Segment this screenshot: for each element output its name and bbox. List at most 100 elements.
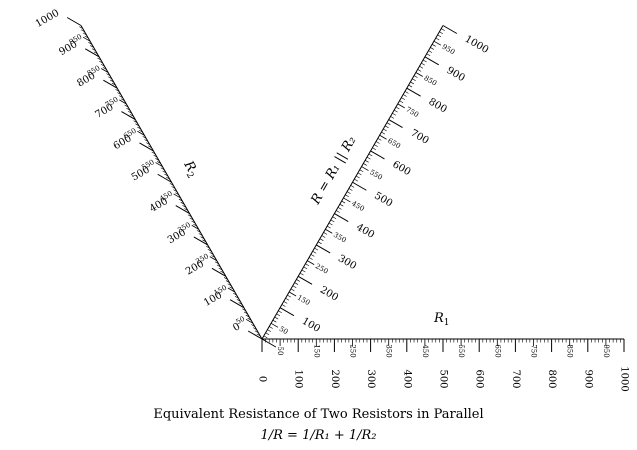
r2-tick: [245, 314, 250, 318]
r-tick: [316, 244, 331, 254]
r-tick: [383, 128, 387, 132]
r2-tick: [207, 248, 212, 252]
r-major-label: 600: [390, 159, 412, 178]
r2-tick: [135, 123, 140, 127]
r-tick: [357, 172, 362, 176]
r-tick: [379, 134, 387, 140]
r-tick: [413, 75, 418, 78]
r-tick: [439, 31, 443, 35]
r-tick: [421, 62, 425, 66]
r-tick: [276, 313, 281, 317]
r2-tick: [82, 32, 87, 36]
r2-tick: [180, 201, 185, 205]
r-tick: [317, 241, 322, 245]
r-tick: [288, 291, 297, 297]
r1-minor-label: 450: [421, 344, 429, 357]
r2-tick: [184, 208, 188, 211]
r-tick: [374, 144, 378, 147]
r-tick: [435, 37, 440, 41]
r1-minor-label: 650: [493, 344, 501, 357]
r-tick: [397, 103, 405, 109]
r1-major-label: 900: [582, 369, 593, 388]
r1-minor-label: 350: [385, 344, 393, 357]
r2-tick: [79, 26, 83, 29]
r-tick: [392, 113, 396, 116]
r-tick: [307, 260, 315, 265]
r-tick: [281, 304, 286, 307]
r2-tick: [146, 142, 150, 145]
r2-axis-name: R2: [178, 158, 201, 181]
r2-tick: [223, 277, 228, 280]
r-minor-label: 150: [296, 294, 312, 308]
r1-minor-label: 50: [276, 347, 284, 356]
r1-minor-label: 550: [457, 344, 465, 357]
r-tick: [308, 257, 313, 260]
r-tick: [431, 44, 436, 47]
r2-tick: [133, 120, 138, 123]
r2-tick: [251, 324, 255, 327]
r-tick: [390, 116, 395, 119]
r-tick: [321, 235, 326, 238]
r1-major-label: 800: [546, 369, 557, 388]
r-tick: [377, 138, 382, 141]
r-tick: [424, 56, 440, 66]
r2-tick: [157, 161, 161, 164]
r-tick: [401, 97, 405, 100]
r-tick: [354, 178, 358, 182]
r-tick: [296, 279, 301, 282]
r-tick: [328, 222, 333, 226]
r2-tick: [119, 99, 127, 105]
r-tick: [343, 197, 351, 203]
r-tick: [368, 153, 373, 157]
r2-tick: [109, 79, 114, 83]
r2-tick: [106, 73, 111, 76]
r-tick: [290, 288, 295, 292]
r1-major-label: 200: [329, 369, 340, 388]
r-minor-label: 450: [350, 199, 366, 213]
r-tick: [303, 266, 308, 270]
r-tick: [417, 69, 422, 72]
r-tick: [415, 72, 423, 77]
r1-major-label: 100: [293, 369, 304, 388]
r-tick: [337, 207, 342, 210]
r-tick: [285, 297, 290, 301]
r-minor-label: 750: [404, 105, 420, 119]
r-tick: [270, 322, 279, 328]
r2-tick: [137, 126, 141, 130]
r-tick: [278, 310, 282, 314]
r2-tick: [144, 139, 149, 142]
r2-tick: [227, 287, 236, 293]
r2-tick: [129, 114, 134, 117]
r2-tick: [227, 283, 232, 286]
r2-tick: [211, 255, 216, 258]
r2-tick: [84, 35, 89, 39]
r2-tick: [164, 173, 169, 177]
r2-minor-label: 50: [235, 315, 247, 326]
r2-tick: [162, 170, 167, 174]
r1-major-label: 0: [257, 376, 268, 382]
r-tick: [346, 191, 351, 194]
r2-tick: [139, 142, 154, 152]
r-tick: [442, 25, 458, 34]
r1-major-label: 400: [401, 369, 412, 388]
r2-tick: [147, 145, 152, 149]
r-tick: [428, 50, 433, 53]
r-tick: [370, 150, 385, 160]
r-tick: [292, 285, 297, 288]
r2-tick: [115, 89, 120, 92]
r2-tick: [81, 29, 85, 33]
r-tick: [393, 109, 398, 113]
r-tick: [269, 326, 273, 329]
r-tick: [422, 59, 427, 63]
r2-tick: [171, 186, 176, 189]
r-major-label: 700: [408, 128, 430, 147]
r1-minor-label: 950: [602, 344, 610, 357]
caption-formula: 1/R = 1/R₁ + 1/R₂: [260, 428, 377, 443]
r-tick: [336, 210, 340, 213]
r2-tick: [166, 176, 170, 180]
r-major-label: 200: [318, 285, 340, 304]
r-tick: [263, 335, 268, 339]
r-tick: [359, 169, 364, 172]
r-tick: [267, 329, 272, 332]
r-tick: [297, 275, 313, 285]
